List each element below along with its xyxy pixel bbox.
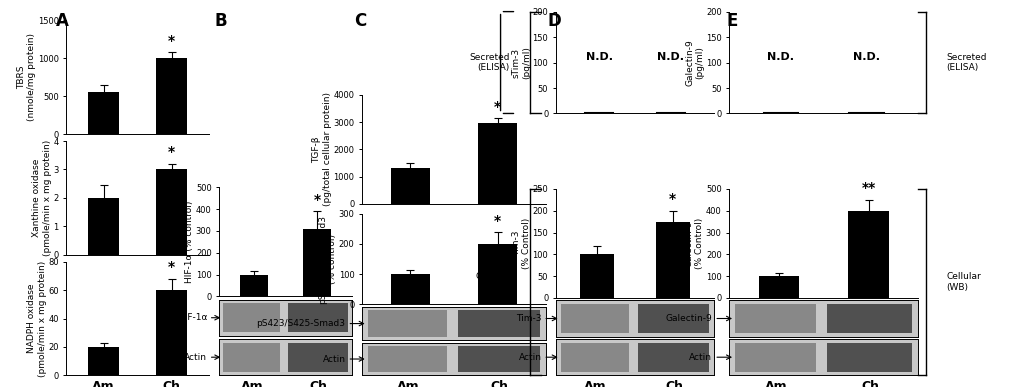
Text: Secreted
(ELISA): Secreted (ELISA) xyxy=(469,53,510,72)
Bar xyxy=(560,304,628,333)
Bar xyxy=(735,342,815,372)
Text: *: * xyxy=(168,145,175,159)
Y-axis label: Galectin-9
(% Control): Galectin-9 (% Control) xyxy=(685,218,704,269)
Bar xyxy=(826,342,911,372)
Y-axis label: TGF-β
(pg/total cellular protein): TGF-β (pg/total cellular protein) xyxy=(312,92,331,206)
Bar xyxy=(239,275,268,296)
Bar xyxy=(638,304,708,333)
Text: *: * xyxy=(168,34,175,48)
Text: Secreted
(ELISA): Secreted (ELISA) xyxy=(946,53,986,72)
Y-axis label: HIF-1α (% control): HIF-1α (% control) xyxy=(185,201,195,283)
Text: Cellular
(WB): Cellular (WB) xyxy=(475,272,510,292)
Text: **: ** xyxy=(861,182,875,195)
Text: pS423/S425-Smad3: pS423/S425-Smad3 xyxy=(257,319,345,328)
Bar xyxy=(288,303,347,332)
Y-axis label: pS423/S425-Smad3
(% control): pS423/S425-Smad3 (% control) xyxy=(318,214,337,303)
Text: D: D xyxy=(547,12,560,30)
Text: Actin: Actin xyxy=(322,354,345,363)
Bar xyxy=(560,342,628,372)
Bar xyxy=(478,244,517,305)
Bar xyxy=(458,346,540,372)
Text: C: C xyxy=(354,12,366,30)
Bar xyxy=(735,304,815,333)
Bar xyxy=(367,310,446,337)
Bar xyxy=(288,342,347,372)
Text: HIF-1α: HIF-1α xyxy=(177,313,207,322)
Bar xyxy=(478,123,517,204)
Y-axis label: Tim-3
(% Control): Tim-3 (% Control) xyxy=(512,218,531,269)
Text: N.D.: N.D. xyxy=(585,53,612,62)
Bar xyxy=(655,222,689,298)
Bar xyxy=(156,58,186,134)
Y-axis label: Xanthine oxidase
(pmole/min x mg protein): Xanthine oxidase (pmole/min x mg protein… xyxy=(33,140,52,256)
Text: *: * xyxy=(493,214,500,228)
Text: *: * xyxy=(313,193,320,207)
Bar xyxy=(223,342,280,372)
Text: *: * xyxy=(168,260,175,274)
Bar xyxy=(89,347,119,375)
Text: *: * xyxy=(493,100,500,114)
Text: *: * xyxy=(668,192,676,206)
Bar xyxy=(390,168,429,204)
Bar xyxy=(156,170,186,255)
Text: Galectin-9: Galectin-9 xyxy=(665,314,711,323)
Y-axis label: TBRS
(nmole/mg protein): TBRS (nmole/mg protein) xyxy=(17,33,37,121)
Text: Actin: Actin xyxy=(689,353,711,362)
Bar xyxy=(303,229,331,296)
Bar xyxy=(223,303,280,332)
Y-axis label: Galectin-9
(pg/ml): Galectin-9 (pg/ml) xyxy=(685,39,704,86)
Bar xyxy=(89,198,119,255)
Bar xyxy=(390,274,429,305)
Text: N.D.: N.D. xyxy=(766,53,794,62)
Bar xyxy=(458,310,540,337)
Text: E: E xyxy=(726,12,737,30)
Text: N.D.: N.D. xyxy=(852,53,879,62)
Bar xyxy=(848,211,888,298)
Bar xyxy=(89,92,119,134)
Text: Tim-3: Tim-3 xyxy=(516,314,541,323)
Y-axis label: sTim-3
(pg/ml): sTim-3 (pg/ml) xyxy=(512,46,531,79)
Bar xyxy=(826,304,911,333)
Text: Actin: Actin xyxy=(184,353,207,362)
Text: Cellular
(WB): Cellular (WB) xyxy=(946,272,980,292)
Bar xyxy=(156,290,186,375)
Bar xyxy=(638,342,708,372)
Bar xyxy=(367,346,446,372)
Bar xyxy=(758,276,798,298)
Bar xyxy=(580,254,613,298)
Text: Actin: Actin xyxy=(519,353,541,362)
Text: A: A xyxy=(56,12,69,30)
Text: N.D.: N.D. xyxy=(656,53,684,62)
Text: B: B xyxy=(214,12,226,30)
Y-axis label: NADPH oxidase
(pmole/min x mg protein): NADPH oxidase (pmole/min x mg protein) xyxy=(28,260,47,377)
